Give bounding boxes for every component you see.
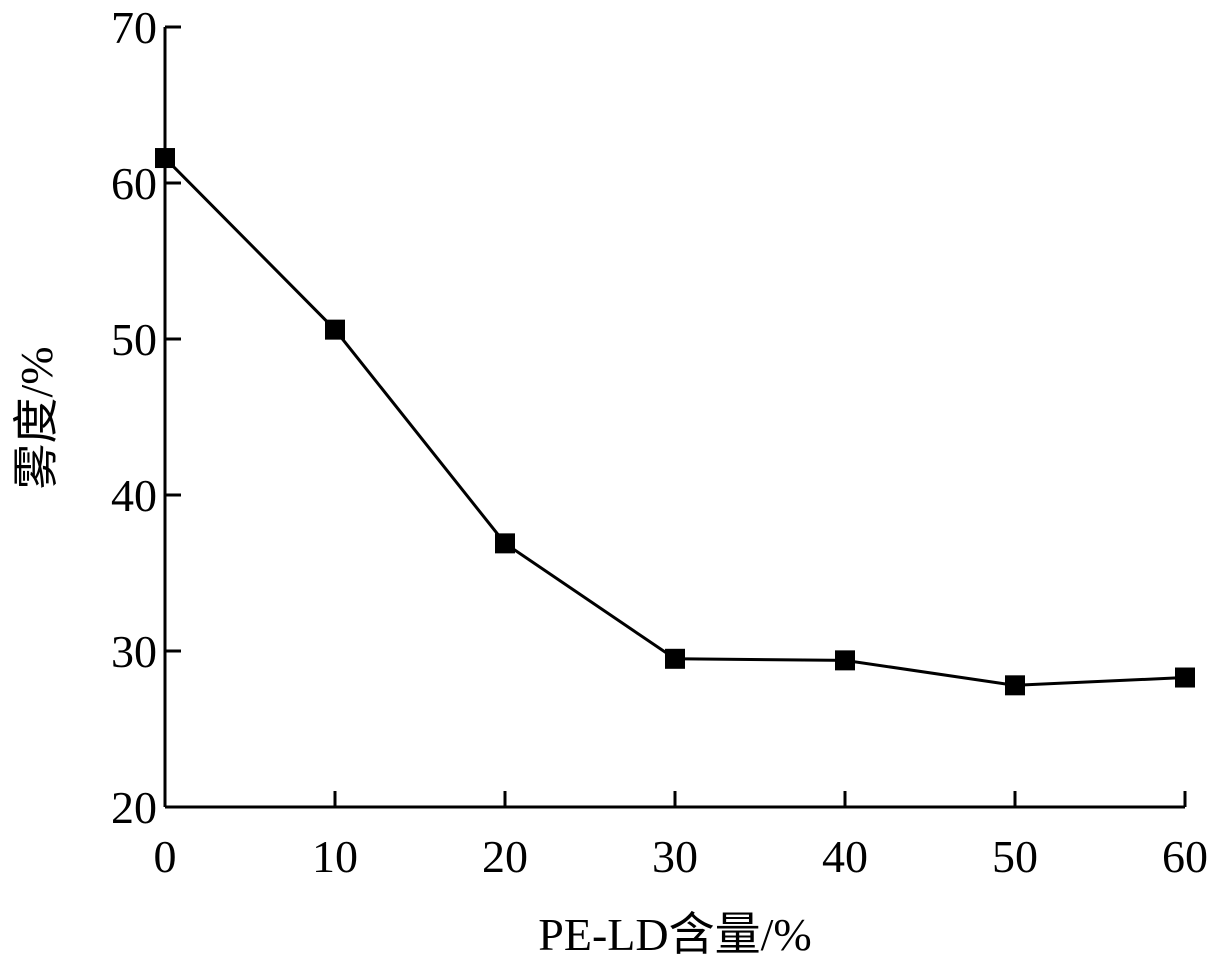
x-tick-label: 30: [652, 831, 698, 882]
series-layer: [155, 148, 1195, 696]
y-tick-label: 40: [111, 470, 157, 521]
series-line: [163, 156, 1186, 687]
x-tick-label: 60: [1162, 831, 1208, 882]
data-point-marker: [155, 148, 175, 169]
data-point-marker: [1005, 675, 1025, 696]
x-tick-label: 10: [312, 831, 358, 882]
x-axis-title: PE-LD含量/%: [538, 909, 811, 958]
y-tick-label: 50: [111, 314, 157, 365]
y-tick-label: 20: [111, 782, 157, 833]
x-axis-ticks: 0 10 20 30 40 50 60: [154, 791, 1208, 882]
axes: [163, 27, 1185, 809]
x-tick-label: 20: [482, 831, 528, 882]
x-tick-label: 40: [822, 831, 868, 882]
x-tick-label: 0: [154, 831, 177, 882]
data-point-marker: [495, 533, 515, 554]
x-tick-label: 50: [992, 831, 1038, 882]
y-tick-label: 60: [111, 158, 157, 209]
data-point-marker: [665, 648, 685, 669]
y-tick-label: 70: [111, 2, 157, 53]
y-axis-title: 雾度/%: [11, 346, 62, 489]
data-point-marker: [1175, 667, 1195, 688]
data-point-marker: [325, 319, 345, 340]
data-point-marker: [835, 650, 855, 671]
y-axis-ticks: 20 30 40 50 60 70: [111, 2, 181, 833]
y-tick-label: 30: [111, 626, 157, 677]
